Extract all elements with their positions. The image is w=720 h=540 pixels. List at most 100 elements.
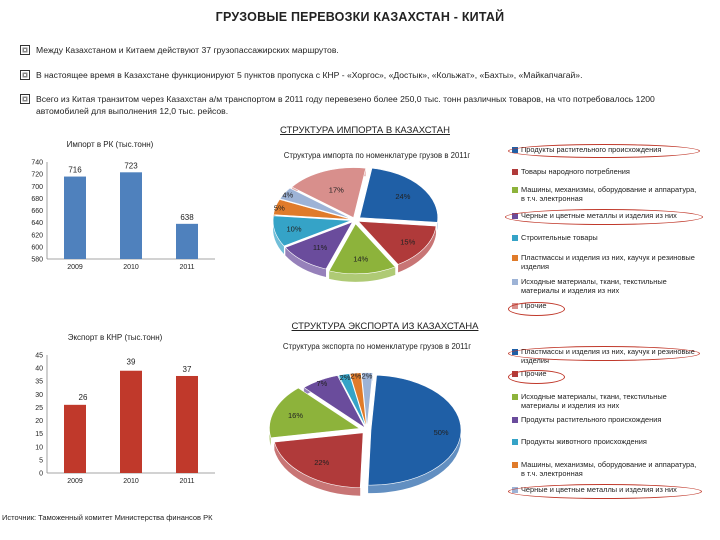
bullet-transit: Всего из Китая транзитом через Казахстан… <box>20 93 700 117</box>
y-tick-label: 15 <box>35 431 43 438</box>
y-tick-label: 0 <box>39 471 43 478</box>
pie-data-label: 10% <box>286 225 301 234</box>
pie-slice-side <box>273 215 284 255</box>
legend-item: Товары народного потребления <box>512 167 699 177</box>
pie-data-label: 14% <box>353 255 368 264</box>
pie-slice <box>328 223 396 275</box>
import-pie-legend: Продукты растительного происхождения Това… <box>512 145 702 316</box>
pie-slice <box>367 374 462 486</box>
bar-2010 <box>120 370 142 473</box>
legend-item: Машины, механизмы, оборудование и аппара… <box>512 185 699 203</box>
legend-item: Пластмассы и изделия из них, каучук и ре… <box>512 253 699 271</box>
pie-data-label: 5% <box>274 204 285 213</box>
highlight-oval <box>508 484 702 499</box>
legend-swatch <box>512 187 518 193</box>
pie-slice <box>359 167 439 223</box>
legend-swatch <box>512 394 518 400</box>
pie-data-label: 15% <box>400 237 415 246</box>
x-tick-label: 2009 <box>67 478 83 485</box>
legend-label: Товары народного потребления <box>521 167 630 176</box>
legend-item: Продукты животного происхождения <box>512 437 699 447</box>
bar-2011 <box>176 375 198 473</box>
bullet-routes: Между Казахстаном и Китаем действуют 37 … <box>20 44 700 56</box>
pie-slice <box>349 372 367 428</box>
import-pie-chart: Структура импорта по номенклатуре грузов… <box>272 151 471 282</box>
pie-slice <box>279 187 352 219</box>
pie-slice <box>273 432 364 489</box>
x-tick-label: 2010 <box>123 478 139 485</box>
y-tick-label: 10 <box>35 444 43 451</box>
y-tick-label: 660 <box>31 208 43 215</box>
pie-data-label: 2% <box>351 372 362 381</box>
y-tick-label: 620 <box>31 232 43 239</box>
source-note: Источник: Таможенный комитет Министерств… <box>2 513 213 522</box>
legend-label: Пластмассы и изделия из них, каучук и ре… <box>521 253 695 271</box>
bar-2009 <box>64 404 86 473</box>
legend-item: Исходные материалы, ткани, текстильные м… <box>512 277 699 295</box>
checkbox-bullet-icon <box>20 94 30 104</box>
pie-data-label: 4% <box>282 191 293 200</box>
y-tick-label: 40 <box>35 366 43 373</box>
pie-data-label: 11% <box>313 243 328 252</box>
bar-2011 <box>176 223 198 259</box>
legend-item: Строительные товары <box>512 233 699 243</box>
y-tick-label: 35 <box>35 379 43 386</box>
pie-data-label: 22% <box>314 458 329 467</box>
legend-label: Исходные материалы, ткани, текстильные м… <box>521 392 667 410</box>
pie-data-label: 7% <box>316 379 327 388</box>
y-tick-label: 720 <box>31 172 43 179</box>
pie-slice <box>273 199 352 220</box>
data-label: 716 <box>68 166 82 175</box>
bullet-text: Между Казахстаном и Китаем действуют 37 … <box>36 45 339 55</box>
legend-swatch <box>512 235 518 241</box>
legend-item: Машины, механизмы, оборудование и аппара… <box>512 460 699 478</box>
x-tick-label: 2011 <box>179 264 194 271</box>
page-title: ГРУЗОВЫЕ ПЕРЕВОЗКИ КАЗАХСТАН - КИТАЙ <box>215 10 505 24</box>
data-label: 723 <box>124 161 138 170</box>
bullet-text: В настоящее время в Казахстане функциони… <box>36 70 583 80</box>
pie-slice <box>269 387 361 439</box>
chart-title: Экспорт в КНР (тыс.тонн) <box>68 333 163 342</box>
data-label: 37 <box>183 365 192 374</box>
legend-label: Машины, механизмы, оборудование и аппара… <box>521 460 697 478</box>
highlight-oval <box>505 209 703 225</box>
chart-title: Структура импорта по номенклатуре грузов… <box>284 151 471 160</box>
checkbox-bullet-icon <box>20 45 30 55</box>
y-tick-label: 30 <box>35 392 43 399</box>
pie-slice <box>291 167 367 219</box>
legend-swatch <box>512 462 518 468</box>
bar-2009 <box>64 176 86 259</box>
y-tick-label: 700 <box>31 184 43 191</box>
pie-slice <box>361 372 373 428</box>
legend-label: Продукты растительного происхождения <box>521 415 662 424</box>
chart-title: Структура экспорта по номенклатуре грузо… <box>283 342 471 351</box>
pie-slice <box>303 375 366 429</box>
pie-data-label: 50% <box>434 428 449 437</box>
export-section-title: СТРУКТУРА ЭКСПОРТА ИЗ КАЗАХСТАНА <box>291 321 479 332</box>
export-pie-chart: Структура экспорта по номенклатуре грузо… <box>269 342 471 496</box>
legend-label: Исходные материалы, ткани, текстильные м… <box>521 277 667 295</box>
checkbox-bullet-icon <box>20 70 30 80</box>
y-tick-label: 5 <box>39 457 43 464</box>
y-tick-label: 640 <box>31 220 43 227</box>
y-tick-label: 25 <box>35 405 43 412</box>
x-tick-label: 2011 <box>179 478 194 485</box>
legend-swatch <box>512 169 518 175</box>
export-bar-chart: Экспорт в КНР (тыс.тонн) 0 5 10 15 20 25 30 35 40… <box>35 333 215 485</box>
legend-item: Исходные материалы, ткани, текстильные м… <box>512 392 699 410</box>
pie-slice-side <box>274 442 361 496</box>
legend-swatch <box>512 255 518 261</box>
x-tick-label: 2010 <box>123 264 139 271</box>
x-tick-label: 2009 <box>67 264 83 271</box>
bar-2010 <box>120 172 142 259</box>
chart-title: Импорт в РК (тыс.тонн) <box>67 140 154 149</box>
highlight-oval <box>508 370 565 384</box>
pie-slice <box>284 221 354 270</box>
legend-label: Продукты животного происхождения <box>521 437 647 446</box>
data-label: 26 <box>79 393 88 402</box>
highlight-oval <box>508 302 565 316</box>
y-tick-label: 680 <box>31 196 43 203</box>
pie-slice-side <box>398 226 437 273</box>
y-tick-label: 600 <box>31 244 43 251</box>
pie-data-label: 2% <box>340 373 351 382</box>
